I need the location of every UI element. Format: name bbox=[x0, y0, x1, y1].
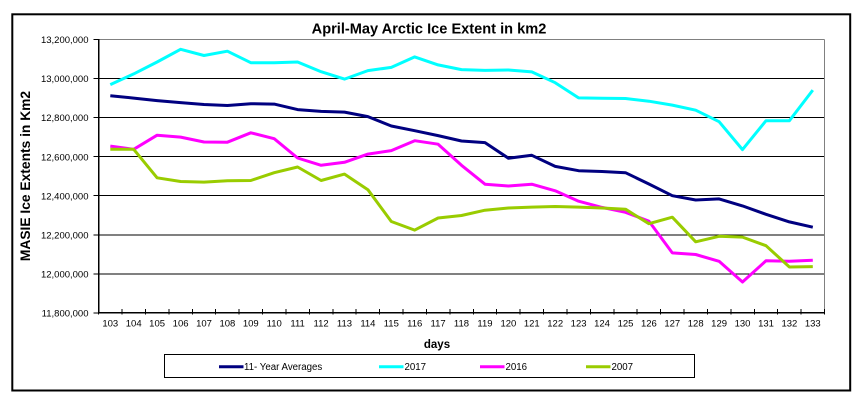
svg-text:123: 123 bbox=[571, 319, 587, 330]
svg-text:119: 119 bbox=[477, 319, 492, 330]
svg-text:2007: 2007 bbox=[612, 362, 634, 373]
svg-text:133: 133 bbox=[805, 319, 821, 330]
svg-text:124: 124 bbox=[594, 319, 610, 330]
svg-text:12,400,000: 12,400,000 bbox=[41, 191, 89, 202]
svg-text:MASIE Ice Extents in Km2: MASIE Ice Extents in Km2 bbox=[18, 91, 33, 262]
svg-text:2017: 2017 bbox=[405, 362, 427, 373]
svg-text:106: 106 bbox=[173, 319, 189, 330]
svg-text:105: 105 bbox=[149, 319, 165, 330]
svg-text:12,600,000: 12,600,000 bbox=[41, 152, 89, 163]
svg-text:125: 125 bbox=[618, 319, 634, 330]
svg-text:127: 127 bbox=[664, 319, 680, 330]
svg-text:122: 122 bbox=[547, 319, 563, 330]
svg-text:112: 112 bbox=[314, 319, 329, 330]
svg-text:132: 132 bbox=[781, 319, 797, 330]
svg-text:103: 103 bbox=[102, 319, 118, 330]
svg-text:104: 104 bbox=[126, 319, 142, 330]
svg-text:114: 114 bbox=[360, 319, 375, 330]
svg-text:107: 107 bbox=[196, 319, 212, 330]
svg-text:116: 116 bbox=[407, 319, 422, 330]
svg-text:108: 108 bbox=[219, 319, 235, 330]
svg-text:113: 113 bbox=[337, 319, 352, 330]
svg-text:129: 129 bbox=[711, 319, 727, 330]
svg-text:days: days bbox=[424, 339, 450, 351]
svg-text:111: 111 bbox=[290, 319, 304, 330]
svg-text:2016: 2016 bbox=[506, 362, 528, 373]
svg-text:115: 115 bbox=[384, 319, 399, 330]
svg-text:121: 121 bbox=[524, 319, 540, 330]
svg-text:131: 131 bbox=[758, 319, 774, 330]
svg-text:130: 130 bbox=[735, 319, 751, 330]
svg-text:April-May Arctic Ice Extent in: April-May Arctic Ice Extent in km2 bbox=[312, 22, 547, 38]
svg-text:12,800,000: 12,800,000 bbox=[41, 113, 89, 124]
svg-text:11,800,000: 11,800,000 bbox=[42, 309, 89, 320]
svg-text:13,000,000: 13,000,000 bbox=[41, 74, 89, 85]
svg-text:12,200,000: 12,200,000 bbox=[41, 230, 89, 241]
svg-text:110: 110 bbox=[267, 319, 282, 330]
svg-text:117: 117 bbox=[431, 319, 446, 330]
svg-text:118: 118 bbox=[454, 319, 469, 330]
svg-text:109: 109 bbox=[243, 319, 259, 330]
svg-text:126: 126 bbox=[641, 319, 657, 330]
svg-text:11- Year Averages: 11- Year Averages bbox=[244, 362, 322, 373]
svg-text:12,000,000: 12,000,000 bbox=[41, 269, 89, 280]
svg-text:128: 128 bbox=[688, 319, 704, 330]
svg-text:120: 120 bbox=[500, 319, 516, 330]
svg-text:13,200,000: 13,200,000 bbox=[41, 35, 89, 46]
